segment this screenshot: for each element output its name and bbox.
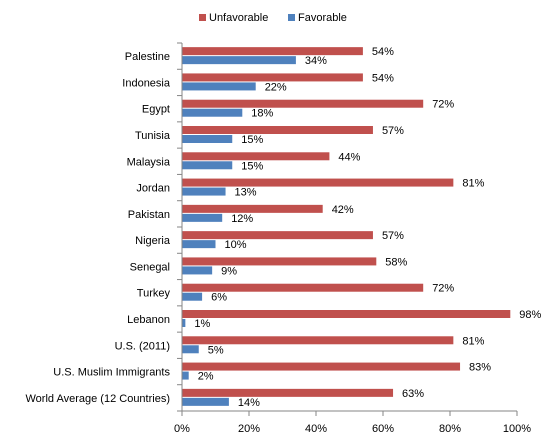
value-label-unfavorable: 72% (432, 99, 454, 111)
value-label-unfavorable: 72% (432, 283, 454, 295)
legend-label-favorable: Favorable (298, 12, 347, 24)
value-label-unfavorable: 81% (462, 178, 484, 190)
value-label-favorable: 9% (221, 265, 237, 277)
value-label-unfavorable: 98% (519, 309, 541, 321)
value-label-favorable: 15% (241, 160, 263, 172)
x-tick-label: 80% (439, 423, 461, 435)
category-label: Malaysia (127, 156, 171, 168)
value-label-favorable: 34% (305, 55, 327, 67)
bar-favorable (182, 161, 233, 170)
value-label-favorable: 22% (265, 81, 287, 93)
category-labels: Palestine Indonesia Egypt Tunisia Malaysia Jo… (26, 51, 171, 405)
category-label: Lebanon (127, 314, 170, 326)
bar-unfavorable (182, 204, 323, 213)
value-label-unfavorable: 54% (372, 46, 394, 58)
value-label-unfavorable: 44% (338, 151, 360, 163)
category-label: Egypt (142, 104, 170, 116)
value-label-unfavorable: 57% (382, 230, 404, 242)
bar-unfavorable (182, 126, 373, 134)
bar-unfavorable (182, 178, 454, 187)
x-tick-label: 60% (372, 423, 394, 435)
bar-favorable (182, 292, 203, 301)
value-label-unfavorable: 57% (382, 125, 404, 137)
category-label: Palestine (125, 51, 170, 63)
bar-unfavorable (182, 73, 363, 82)
bar-unfavorable (182, 283, 424, 292)
category-label: Nigeria (135, 235, 171, 247)
category-label: Senegal (130, 261, 170, 273)
bars (182, 47, 511, 406)
x-tick-label: 100% (503, 423, 531, 435)
value-label-favorable: 1% (194, 318, 210, 330)
value-label-unfavorable: 81% (462, 335, 484, 347)
bar-favorable (182, 371, 189, 380)
value-labels: 54% 34% 54% 22% 72% 18% 57% 15% 44% 15% 81% 13% 42% 1… (194, 46, 541, 409)
bar-unfavorable (182, 362, 461, 371)
value-label-favorable: 18% (251, 108, 273, 120)
value-label-unfavorable: 63% (402, 388, 424, 400)
legend-swatch-unfavorable (199, 14, 206, 21)
bar-favorable (182, 108, 243, 117)
bar-favorable (182, 240, 216, 249)
bar-unfavorable (182, 152, 330, 161)
bar-favorable (182, 135, 233, 143)
category-label: U.S. Muslim Immigrants (53, 367, 170, 379)
bar-unfavorable (182, 257, 377, 266)
category-label: U.S. (2011) (115, 340, 170, 352)
category-label: Pakistan (128, 209, 170, 221)
x-tick-label: 0% (174, 423, 190, 435)
value-label-favorable: 5% (208, 344, 224, 356)
value-label-unfavorable: 83% (469, 362, 491, 374)
bar-unfavorable (182, 336, 454, 345)
value-label-favorable: 15% (241, 134, 263, 146)
value-label-unfavorable: 42% (332, 204, 354, 216)
bar-favorable (182, 213, 223, 222)
bar-favorable (182, 345, 199, 354)
value-label-favorable: 13% (235, 187, 257, 199)
bar-favorable (182, 187, 226, 196)
x-tick-label: 20% (238, 423, 260, 435)
bar-favorable (182, 319, 186, 327)
value-label-favorable: 12% (231, 213, 253, 225)
category-label: Jordan (136, 183, 170, 195)
bar-favorable (182, 397, 229, 406)
value-label-favorable: 14% (238, 397, 260, 409)
bar-favorable (182, 56, 296, 65)
bar-favorable (182, 82, 256, 91)
value-label-unfavorable: 58% (385, 256, 407, 268)
category-label: Tunisia (135, 130, 171, 142)
legend: Unfavorable Favorable (199, 12, 347, 24)
value-label-unfavorable: 54% (372, 72, 394, 84)
bar-unfavorable (182, 47, 363, 56)
x-tick-label: 40% (305, 423, 327, 435)
axes: 0% 20% 40% 60% 80% 100% (174, 42, 531, 435)
value-label-favorable: 2% (198, 371, 214, 383)
category-label: Indonesia (122, 77, 171, 89)
value-label-favorable: 6% (211, 292, 227, 304)
category-label: Turkey (137, 288, 171, 300)
bar-unfavorable (182, 388, 394, 397)
bar-unfavorable (182, 99, 424, 108)
legend-swatch-favorable (288, 14, 295, 21)
value-label-favorable: 10% (225, 239, 247, 251)
bar-unfavorable (182, 310, 511, 318)
category-label: World Average (12 Countries) (26, 393, 171, 405)
bar-favorable (182, 266, 213, 275)
bar-unfavorable (182, 231, 373, 240)
legend-label-unfavorable: Unfavorable (209, 12, 268, 24)
